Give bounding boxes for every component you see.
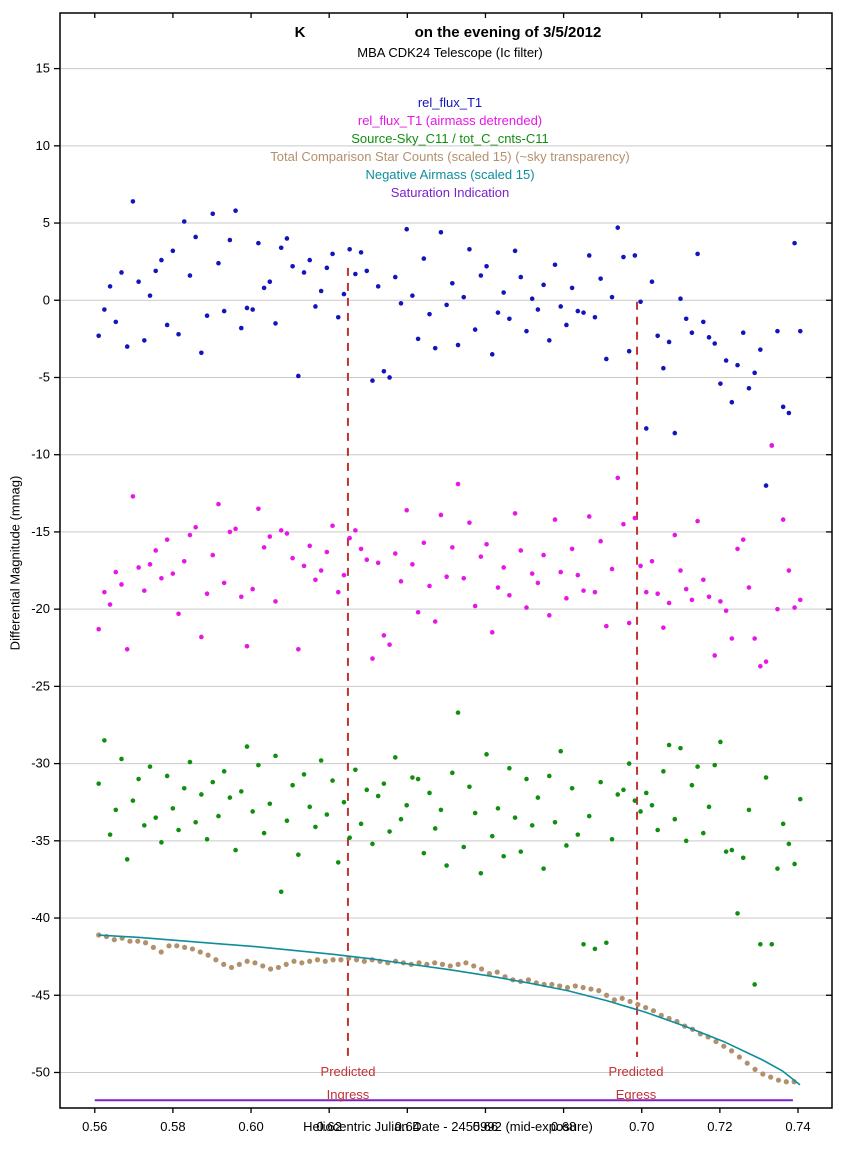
svg-text:0.60: 0.60	[238, 1119, 263, 1134]
svg-text:0: 0	[43, 292, 50, 307]
chart-title-target: K	[294, 24, 306, 41]
predicted-ingress-label-line1: Predicted	[320, 1064, 376, 1079]
legend-rel-flux-t1-detrended: rel_flux_T1 (airmass detrended)	[357, 113, 543, 128]
x-axis-label: Heliocentric Julian Date - 2455992 (mid-…	[303, 1119, 593, 1134]
svg-text:-10: -10	[31, 447, 50, 462]
predicted-ingress-label-line2: Ingress	[326, 1087, 370, 1102]
svg-text:5: 5	[43, 215, 50, 230]
svg-text:-50: -50	[31, 1064, 50, 1079]
svg-text:15: 15	[36, 61, 50, 76]
svg-text:-25: -25	[31, 678, 50, 693]
chart-title: on the evening of 3/5/2012	[414, 24, 602, 41]
svg-text:0.70: 0.70	[629, 1119, 654, 1134]
legend-total-comparison-counts: Total Comparison Star Counts (scaled 15)…	[270, 149, 630, 164]
svg-text:0.62: 0.62	[317, 1119, 342, 1134]
svg-text:-30: -30	[31, 756, 50, 771]
svg-text:10: 10	[36, 138, 50, 153]
svg-text:0.58: 0.58	[160, 1119, 185, 1134]
chart-subtitle: MBA CDK24 Telescope (Ic filter)	[357, 45, 543, 60]
svg-text:-40: -40	[31, 910, 50, 925]
predicted-egress-label-line2: Egress	[615, 1087, 657, 1102]
svg-text:0.64: 0.64	[395, 1119, 420, 1134]
svg-text:0.72: 0.72	[707, 1119, 732, 1134]
legend-rel-flux-t1: rel_flux_T1	[417, 95, 483, 110]
svg-text:0.56: 0.56	[82, 1119, 107, 1134]
svg-text:0.74: 0.74	[785, 1119, 810, 1134]
y-axis-label: Differential Magnitude (mmag)	[7, 475, 23, 651]
legend-negative-airmass: Negative Airmass (scaled 15)	[365, 167, 535, 182]
svg-text:-35: -35	[31, 833, 50, 848]
svg-text:-15: -15	[31, 524, 50, 539]
svg-text:0.66: 0.66	[473, 1119, 498, 1134]
svg-text:0.68: 0.68	[551, 1119, 576, 1134]
legend-saturation-indication: Saturation Indication	[390, 185, 510, 200]
predicted-egress-label-line1: Predicted	[608, 1064, 664, 1079]
legend-source-sky: Source-Sky_C11 / tot_C_cnts-C11	[351, 131, 549, 146]
svg-text:-5: -5	[38, 369, 50, 384]
svg-text:-20: -20	[31, 601, 50, 616]
svg-text:-45: -45	[31, 987, 50, 1002]
